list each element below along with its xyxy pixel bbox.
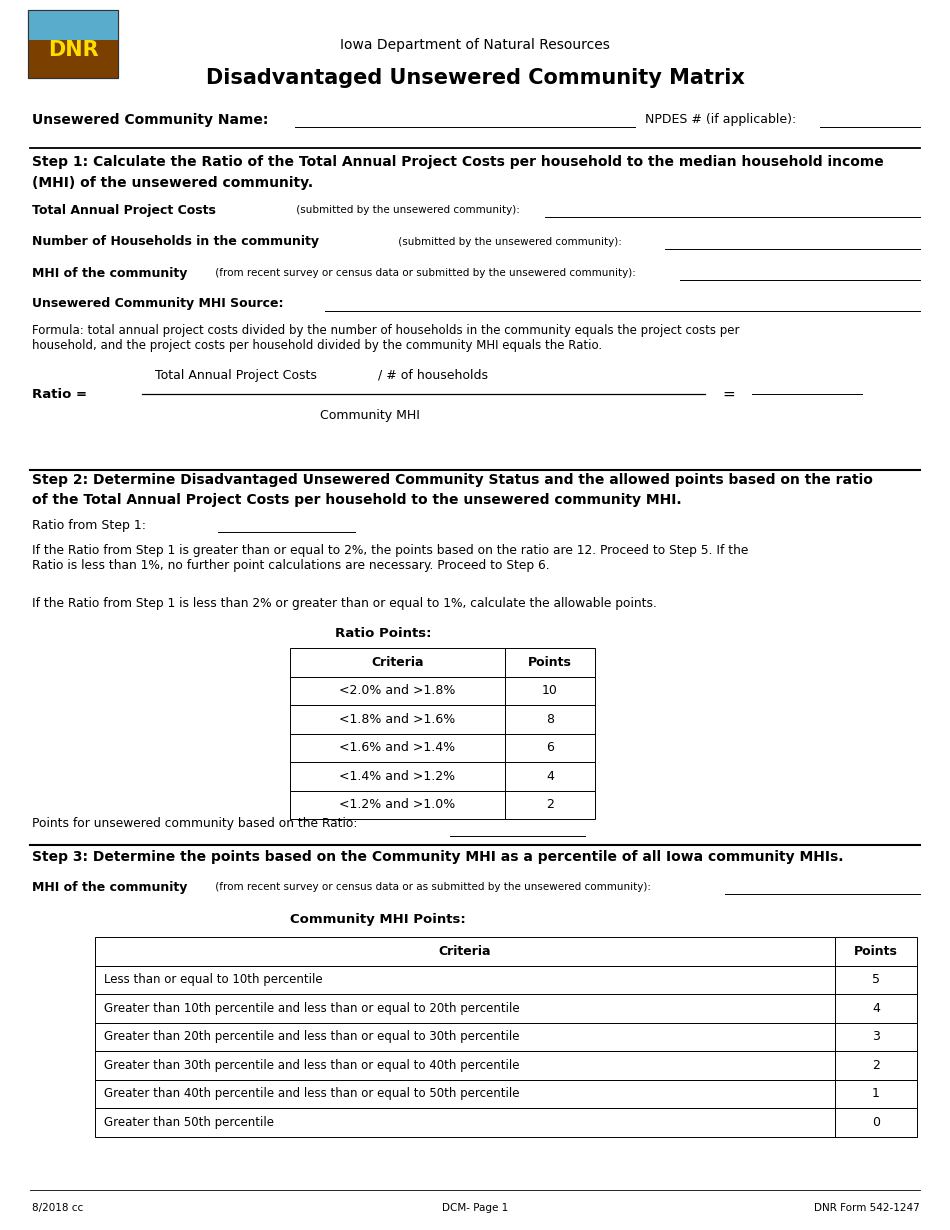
Text: (submitted by the unsewered community):: (submitted by the unsewered community): — [395, 237, 622, 247]
Text: <1.4% and >1.2%: <1.4% and >1.2% — [339, 770, 456, 782]
Text: 4: 4 — [546, 770, 554, 782]
Bar — [290, 676, 505, 705]
Text: 1: 1 — [872, 1087, 880, 1101]
Bar — [28, 10, 118, 41]
Text: DNR Form 542-1247: DNR Form 542-1247 — [814, 1203, 920, 1213]
Bar — [835, 994, 917, 1022]
Bar — [835, 1108, 917, 1137]
Bar — [95, 1050, 835, 1080]
Bar — [835, 1022, 917, 1050]
Bar — [290, 733, 505, 763]
Text: of the Total Annual Project Costs per household to the unsewered community MHI.: of the Total Annual Project Costs per ho… — [32, 493, 682, 507]
Text: (MHI) of the unsewered community.: (MHI) of the unsewered community. — [32, 176, 314, 189]
Text: Iowa Department of Natural Resources: Iowa Department of Natural Resources — [340, 38, 610, 52]
Text: Greater than 50th percentile: Greater than 50th percentile — [104, 1116, 274, 1129]
Text: DCM- Page 1: DCM- Page 1 — [442, 1203, 508, 1213]
Text: If the Ratio from Step 1 is greater than or equal to 2%, the points based on the: If the Ratio from Step 1 is greater than… — [32, 544, 749, 572]
Text: (submitted by the unsewered community):: (submitted by the unsewered community): — [293, 205, 520, 215]
Bar — [95, 966, 835, 994]
Text: Criteria: Criteria — [371, 656, 424, 669]
Text: Disadvantaged Unsewered Community Matrix: Disadvantaged Unsewered Community Matrix — [205, 68, 745, 89]
Bar — [95, 1080, 835, 1108]
Text: <1.2% and >1.0%: <1.2% and >1.0% — [339, 798, 456, 812]
Text: Greater than 10th percentile and less than or equal to 20th percentile: Greater than 10th percentile and less th… — [104, 1001, 520, 1015]
Bar — [95, 994, 835, 1022]
Text: Number of Households in the community: Number of Households in the community — [32, 235, 319, 248]
Text: Step 2: Determine Disadvantaged Unsewered Community Status and the allowed point: Step 2: Determine Disadvantaged Unsewere… — [32, 474, 873, 487]
Text: 3: 3 — [872, 1031, 880, 1043]
Text: 6: 6 — [546, 742, 554, 754]
Text: Step 1: Calculate the Ratio of the Total Annual Project Costs per household to t: Step 1: Calculate the Ratio of the Total… — [32, 155, 884, 169]
Text: Less than or equal to 10th percentile: Less than or equal to 10th percentile — [104, 973, 323, 986]
Text: 10: 10 — [542, 684, 558, 697]
Text: Step 3: Determine the points based on the Community MHI as a percentile of all I: Step 3: Determine the points based on th… — [32, 850, 844, 863]
Text: Points: Points — [854, 945, 898, 958]
Text: NPDES # (if applicable):: NPDES # (if applicable): — [645, 113, 796, 127]
Bar — [95, 937, 835, 966]
Bar — [835, 937, 917, 966]
Bar — [290, 763, 505, 791]
Text: Criteria: Criteria — [439, 945, 491, 958]
Text: Greater than 20th percentile and less than or equal to 30th percentile: Greater than 20th percentile and less th… — [104, 1031, 520, 1043]
Text: Total Annual Project Costs: Total Annual Project Costs — [32, 203, 216, 216]
Bar — [835, 1080, 917, 1108]
Bar — [505, 763, 595, 791]
Text: 0: 0 — [872, 1116, 880, 1129]
Text: / # of households: / # of households — [362, 369, 488, 383]
Text: DNR: DNR — [48, 41, 98, 60]
Text: If the Ratio from Step 1 is less than 2% or greater than or equal to 1%, calcula: If the Ratio from Step 1 is less than 2%… — [32, 598, 656, 610]
Text: (from recent survey or census data or as submitted by the unsewered community):: (from recent survey or census data or as… — [212, 882, 651, 892]
Text: Greater than 40th percentile and less than or equal to 50th percentile: Greater than 40th percentile and less th… — [104, 1087, 520, 1101]
Text: Total Annual Project Costs: Total Annual Project Costs — [155, 369, 317, 383]
Bar — [505, 733, 595, 763]
Bar — [835, 966, 917, 994]
Bar — [505, 676, 595, 705]
Text: 5: 5 — [872, 973, 880, 986]
Bar — [505, 791, 595, 819]
Bar — [28, 10, 118, 77]
Text: 8: 8 — [546, 712, 554, 726]
Text: Greater than 30th percentile and less than or equal to 40th percentile: Greater than 30th percentile and less th… — [104, 1059, 520, 1071]
Text: Points: Points — [528, 656, 572, 669]
Text: (from recent survey or census data or submitted by the unsewered community):: (from recent survey or census data or su… — [212, 268, 636, 278]
Bar — [835, 1050, 917, 1080]
Text: =: = — [722, 386, 734, 401]
Text: MHI of the community: MHI of the community — [32, 267, 187, 279]
Text: Unsewered Community MHI Source:: Unsewered Community MHI Source: — [32, 298, 283, 310]
Text: Ratio =: Ratio = — [32, 387, 87, 401]
Text: Points for unsewered community based on the Ratio:: Points for unsewered community based on … — [32, 817, 357, 829]
Bar — [505, 648, 595, 677]
Bar — [290, 791, 505, 819]
Bar — [95, 1022, 835, 1050]
Text: Ratio from Step 1:: Ratio from Step 1: — [32, 519, 146, 531]
Bar — [28, 10, 118, 77]
Bar — [290, 648, 505, 677]
Text: Unsewered Community Name:: Unsewered Community Name: — [32, 113, 268, 127]
Text: <1.6% and >1.4%: <1.6% and >1.4% — [339, 742, 456, 754]
Text: 8/2018 cc: 8/2018 cc — [32, 1203, 84, 1213]
Text: 4: 4 — [872, 1001, 880, 1015]
Text: 2: 2 — [546, 798, 554, 812]
Text: MHI of the community: MHI of the community — [32, 881, 187, 893]
Text: Formula: total annual project costs divided by the number of households in the c: Formula: total annual project costs divi… — [32, 323, 739, 352]
Text: Community MHI Points:: Community MHI Points: — [290, 914, 466, 926]
Text: <1.8% and >1.6%: <1.8% and >1.6% — [339, 712, 456, 726]
Bar — [505, 705, 595, 733]
Text: Community MHI: Community MHI — [320, 408, 420, 422]
Text: Ratio Points:: Ratio Points: — [335, 626, 431, 640]
Text: 2: 2 — [872, 1059, 880, 1071]
Text: <2.0% and >1.8%: <2.0% and >1.8% — [339, 684, 456, 697]
Bar — [290, 705, 505, 733]
Bar — [95, 1108, 835, 1137]
